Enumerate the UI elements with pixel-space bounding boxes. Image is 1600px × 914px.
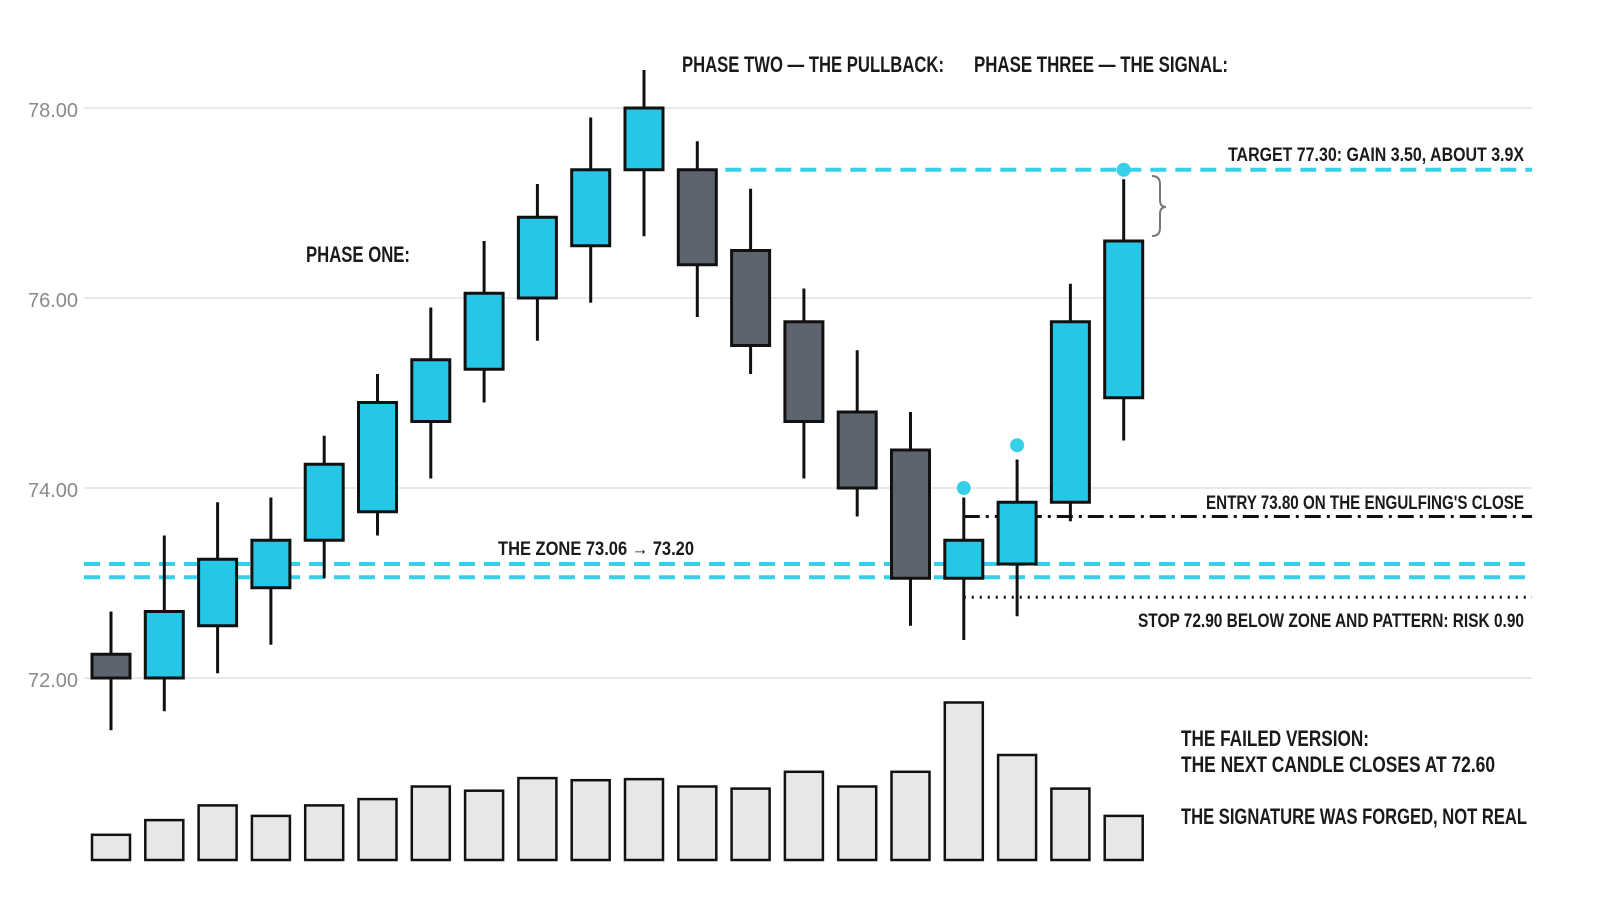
candle-body-12: [730, 249, 772, 347]
candle-body-15: [890, 448, 931, 580]
y-tick-label-72: 72.00: [28, 670, 78, 692]
signal-marker-2: [1116, 162, 1131, 177]
volume-bar-10: [623, 777, 665, 862]
candle-0: [90, 611, 132, 731]
candle-9: [570, 117, 612, 303]
volume-bars: [90, 701, 1144, 862]
candle-body-4: [303, 462, 345, 542]
candle-6: [410, 307, 452, 479]
candle-body-6: [410, 358, 452, 423]
candle-8: [516, 184, 558, 341]
signal-marker-1: [1010, 438, 1025, 453]
candle-12: [730, 188, 772, 374]
forged-signature-note: THE SIGNATURE WAS FORGED, NOT REAL: [1181, 804, 1527, 829]
volume-bar-9: [570, 778, 611, 862]
phase-one-label: PHASE ONE:: [306, 242, 410, 267]
annotations: PHASE TWO — THE PULLBACK: PHASE THREE — …: [306, 52, 1527, 829]
candle-3: [250, 497, 292, 645]
candle-body-19: [1103, 239, 1145, 400]
candles: [90, 70, 1145, 731]
entry-label: ENTRY 73.80 ON THE ENGULFING'S CLOSE: [1206, 493, 1524, 514]
candle-body-0: [90, 652, 132, 680]
candle-13: [783, 288, 825, 479]
candle-body-18: [1049, 320, 1091, 504]
volume-bar-6: [410, 785, 452, 862]
candle-body-3: [250, 538, 292, 590]
target-brace: [1151, 175, 1167, 237]
candle-19: [1103, 179, 1145, 441]
candle-11: [676, 141, 718, 317]
candle-7: [463, 241, 505, 403]
target-label: TARGET 77.30: GAIN 3.50, ABOUT 3.9X: [1228, 145, 1524, 166]
volume-bar-2: [197, 804, 238, 862]
phase-two-label: PHASE TWO — THE PULLBACK:: [682, 52, 944, 77]
volume-bar-12: [730, 787, 771, 862]
phase-three-label: PHASE THREE — THE SIGNAL:: [974, 52, 1228, 77]
volume-bar-4: [303, 804, 345, 862]
failed-version-detail: THE NEXT CANDLE CLOSES AT 72.60: [1181, 752, 1495, 777]
candle-14: [836, 350, 878, 517]
failed-version-title: THE FAILED VERSION:: [1181, 726, 1369, 751]
volume-bar-3: [250, 814, 292, 862]
candle-2: [197, 502, 239, 674]
candle-body-16: [943, 538, 985, 580]
candle-15: [890, 412, 931, 626]
candle-16: [943, 497, 985, 640]
stop-label: STOP 72.90 BELOW ZONE AND PATTERN: RISK …: [1138, 611, 1524, 632]
candle-body-5: [357, 401, 398, 514]
candle-body-9: [570, 168, 612, 248]
volume-bar-14: [836, 785, 878, 862]
volume-bar-18: [1050, 787, 1091, 862]
candle-10: [623, 70, 665, 237]
y-axis-tick-labels: 78.00 76.00 74.00 72.00: [28, 100, 78, 692]
candle-1: [143, 535, 185, 712]
candle-body-10: [623, 106, 665, 172]
candle-5: [357, 374, 398, 536]
y-tick-label-76: 76.00: [28, 290, 78, 312]
volume-bar-7: [463, 789, 505, 862]
zone-label: THE ZONE 73.06 → 73.20: [498, 539, 694, 560]
candle-body-13: [783, 320, 825, 423]
candle-4: [303, 435, 345, 579]
volume-bar-15: [890, 770, 931, 862]
volume-bar-8: [517, 776, 558, 862]
candle-body-17: [996, 500, 1038, 566]
candle-18: [1049, 283, 1091, 522]
volume-bar-11: [677, 785, 718, 862]
volume-bar-1: [144, 818, 185, 862]
candle-body-8: [516, 215, 558, 300]
candle-body-11: [676, 168, 718, 267]
volume-bar-13: [783, 770, 825, 862]
volume-bar-16: [943, 701, 985, 862]
candle-17: [996, 459, 1038, 617]
volume-bar-0: [90, 833, 132, 862]
y-tick-label-74: 74.00: [28, 480, 78, 502]
volume-bar-17: [996, 753, 1038, 862]
candle-body-1: [143, 610, 185, 680]
y-tick-label-78: 78.00: [28, 100, 78, 122]
signal-markers: [956, 162, 1131, 495]
signal-marker-0: [956, 481, 971, 495]
candle-body-14: [836, 410, 878, 490]
volume-bar-5: [357, 797, 398, 862]
candle-body-7: [463, 291, 505, 371]
volume-bar-19: [1103, 814, 1144, 862]
candle-body-2: [197, 557, 239, 628]
